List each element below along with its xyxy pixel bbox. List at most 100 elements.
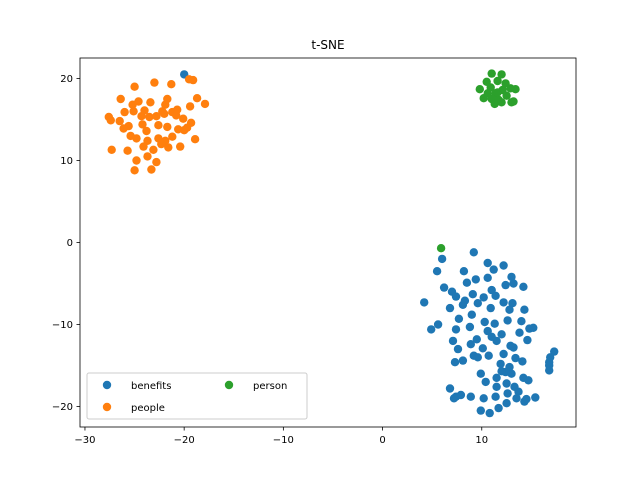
data-point-people-44 [123, 146, 132, 155]
data-point-benefits-47 [466, 340, 475, 349]
data-point-benefits-93 [512, 394, 521, 403]
data-point-people-50 [152, 157, 161, 167]
data-point-benefits-99 [529, 323, 538, 332]
data-point-benefits-38 [503, 316, 512, 325]
data-point-benefits-85 [514, 387, 523, 396]
data-point-benefits-46 [448, 336, 458, 346]
data-point-person-1 [497, 70, 506, 79]
x-tick-label: −30 [74, 435, 95, 446]
data-point-benefits-97 [487, 332, 496, 341]
data-point-person-19 [493, 88, 502, 97]
x-axis-ticks: −30 −20 −10 0 10 [74, 427, 488, 446]
data-point-people-25 [106, 116, 116, 125]
data-point-benefits-98 [509, 343, 518, 352]
data-point-person-18 [509, 97, 518, 106]
data-point-people-10 [161, 100, 170, 109]
data-point-people-31 [163, 122, 172, 132]
legend-marker-people [102, 402, 112, 412]
data-point-benefits-77 [524, 376, 533, 385]
data-point-benefits-82 [479, 394, 488, 403]
data-point-person-16 [497, 98, 506, 107]
y-tick-label: 0 [67, 238, 73, 249]
points-layer [104, 69, 559, 418]
data-point-benefits-31 [505, 305, 514, 314]
legend-label-people: people [131, 403, 165, 414]
data-point-benefits-27 [445, 303, 455, 313]
series-people [104, 75, 210, 175]
data-point-benefits-3 [432, 267, 442, 276]
legend-box [86, 372, 308, 420]
data-point-benefits-8 [507, 272, 516, 282]
data-point-people-2 [150, 78, 159, 87]
data-point-person-5 [475, 85, 484, 94]
data-point-people-36 [132, 134, 141, 143]
data-point-people-14 [120, 107, 129, 117]
data-point-benefits-22 [479, 293, 488, 302]
data-point-benefits-2 [437, 254, 447, 264]
data-point-people-30 [154, 121, 163, 130]
data-point-benefits-95 [497, 367, 506, 376]
x-tick-label: 10 [475, 435, 488, 446]
data-point-benefits-40 [451, 325, 461, 334]
data-point-benefits-9 [471, 275, 480, 284]
data-point-benefits-17 [519, 282, 528, 291]
data-point-benefits-64 [492, 373, 501, 382]
data-point-benefits-57 [450, 358, 460, 367]
data-point-people-52 [132, 156, 141, 165]
data-point-benefits-10 [483, 273, 492, 282]
x-tick-label: 0 [379, 435, 385, 446]
data-point-benefits-81 [466, 392, 475, 401]
data-point-benefits-29 [473, 299, 482, 308]
y-tick-label: −20 [52, 402, 73, 413]
data-point-benefits-34 [454, 314, 464, 323]
y-tick-label: 10 [60, 156, 73, 167]
legend-label-benefits: benefits [131, 381, 171, 392]
data-point-benefits-33 [427, 325, 436, 334]
data-point-people-22 [179, 114, 188, 123]
data-point-benefits-39 [517, 317, 526, 326]
data-point-benefits-96 [472, 335, 481, 344]
data-point-benefits-88 [449, 394, 459, 403]
data-point-benefits-90 [485, 408, 494, 418]
data-point-people-56 [140, 106, 149, 115]
data-point-benefits-16 [509, 279, 518, 288]
data-point-benefits-41 [465, 322, 475, 332]
data-point-benefits-84 [503, 389, 512, 398]
y-tick-label: 20 [60, 74, 73, 85]
data-point-benefits-26 [433, 320, 443, 329]
series-person [436, 69, 520, 253]
data-point-person-14 [502, 91, 511, 100]
data-point-benefits-37 [490, 319, 499, 328]
data-point-benefits-21 [468, 290, 477, 299]
data-point-benefits-94 [522, 394, 531, 404]
y-tick-label: −10 [52, 320, 73, 331]
data-point-benefits-80 [456, 390, 466, 400]
data-point-benefits-89 [476, 406, 485, 415]
x-tick-label: −10 [273, 435, 294, 446]
data-point-benefits-36 [480, 317, 489, 327]
data-point-benefits-87 [531, 393, 540, 402]
data-point-people-42 [190, 135, 200, 144]
data-point-people-13 [200, 99, 210, 109]
data-point-people-4 [130, 82, 139, 91]
data-point-benefits-19 [451, 292, 461, 301]
y-axis-ticks: −20 −10 0 10 20 [52, 74, 80, 413]
legend-items: benefits people person [102, 380, 287, 414]
data-point-people-45 [139, 142, 148, 151]
data-point-person-20 [483, 89, 492, 98]
data-point-benefits-66 [507, 369, 516, 378]
data-point-person-3 [493, 76, 502, 86]
data-point-benefits-62 [518, 357, 527, 366]
data-point-benefits-55 [499, 349, 508, 359]
data-point-people-57 [182, 123, 192, 132]
data-point-benefits-43 [497, 330, 506, 339]
data-point-people-29 [142, 126, 151, 136]
data-point-benefits-15 [501, 280, 510, 290]
data-point-benefits-28 [458, 300, 468, 309]
data-point-benefits-1 [469, 248, 478, 257]
data-point-benefits-7 [489, 265, 498, 274]
data-point-benefits-58 [458, 356, 468, 365]
data-point-benefits-73 [481, 377, 490, 387]
data-point-benefits-23 [491, 291, 500, 300]
